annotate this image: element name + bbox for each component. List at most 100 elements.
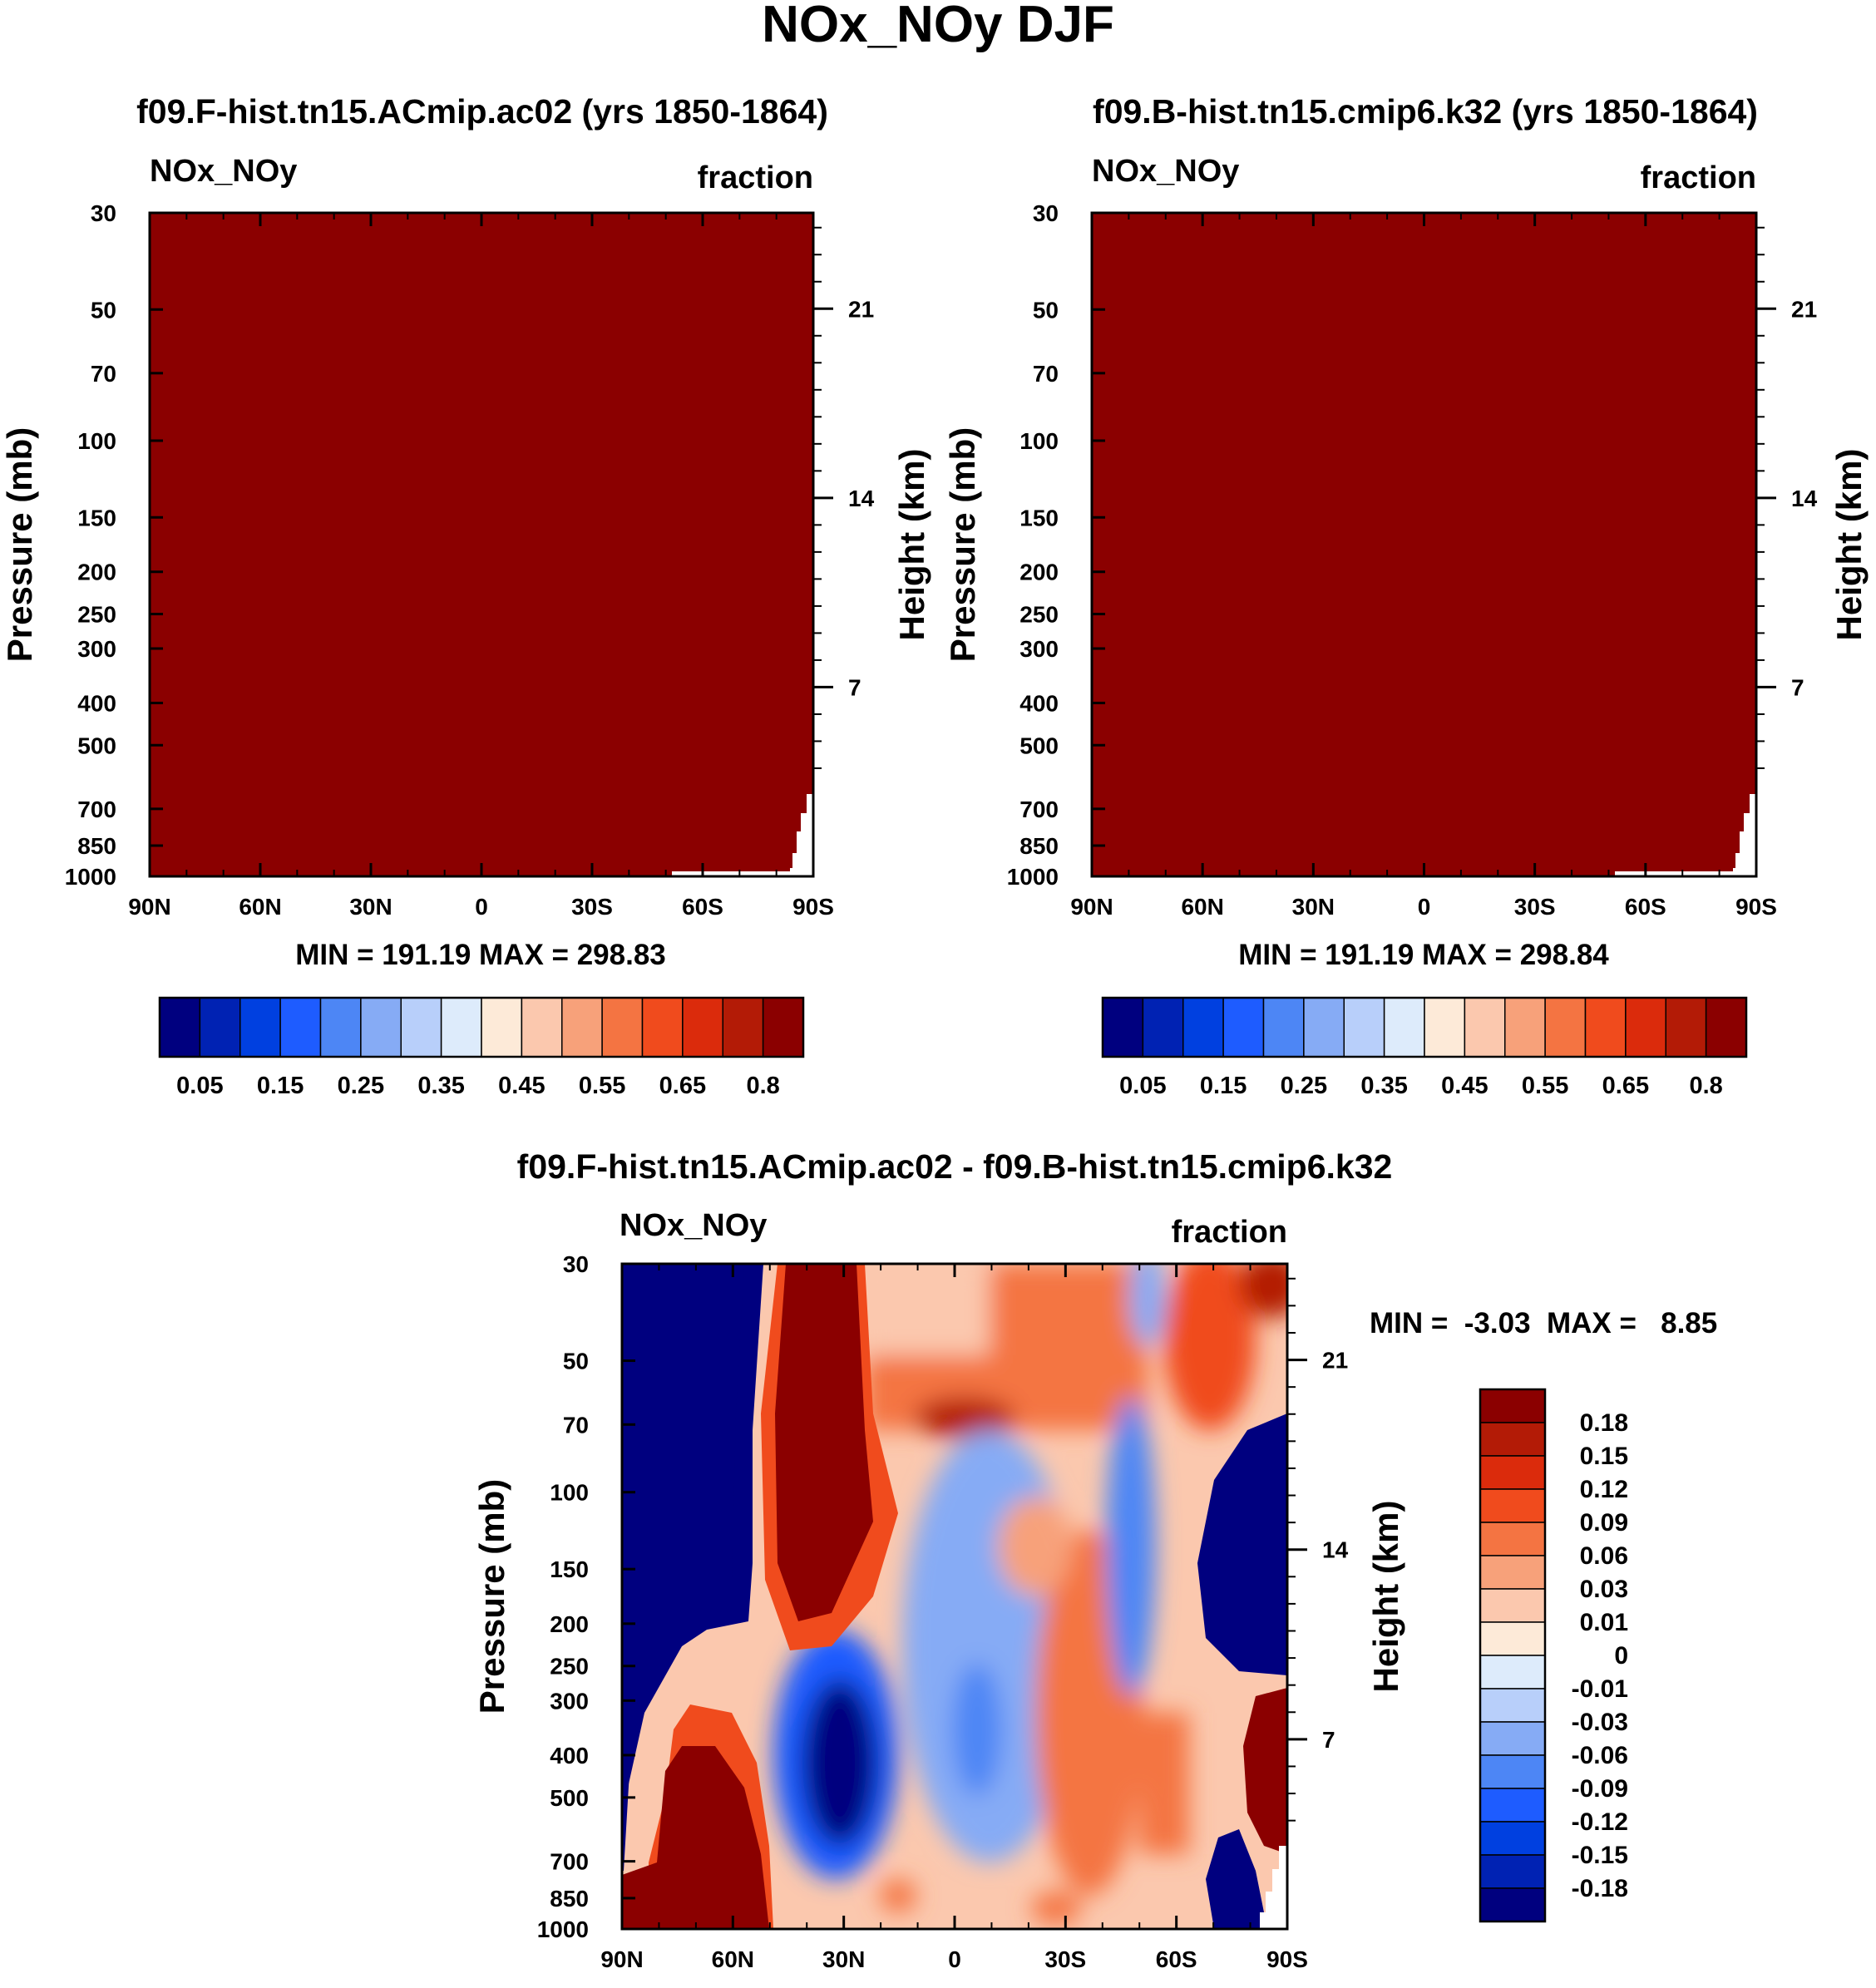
y-tick-label: 300 [1019,636,1059,662]
colorbar-swatch [360,997,402,1058]
colorbar-swatch [1479,1887,1546,1922]
y-tick-label: 250 [550,1654,589,1680]
colorbar-swatch [1303,997,1345,1058]
colorbar-label: -0.12 [1572,1808,1628,1836]
y-tick-label: 850 [77,833,116,859]
panel-diff-stats: MIN = -3.03 MAX = 8.85 [1370,1307,1717,1339]
panel-model-b: f09.B-hist.tn15.cmip6.k32 (yrs 1850-1864… [943,92,1869,1099]
panel-a-missing-region [672,794,813,876]
y2-tick-label: 7 [848,674,861,700]
y-tick-label: 70 [1033,361,1059,387]
colorbar-swatch [239,997,281,1058]
panel-a-colorbar: 0.05 0.15 0.25 0.35 0.45 0.55 0.65 0.8 [158,996,805,1099]
y-tick-label: 700 [1019,797,1059,822]
x-tick-label: 60N [1181,894,1223,920]
panel-diff-axes: 90N 60N 30N 0 30S 60S 90S 30 50 70 100 150 200 250 300… [537,1251,1349,1972]
x-tick-label: 30S [1514,894,1556,920]
colorbar-swatch [1479,1555,1546,1590]
y-tick-label: 200 [550,1611,589,1637]
colorbar-swatch [682,997,723,1058]
colorbar-label: 0.03 [1580,1576,1628,1603]
y2-tick-label: 14 [1322,1537,1349,1563]
y-tick-label: 30 [563,1251,589,1277]
x-tick-label: 90N [600,1946,643,1972]
panel-b-variable-label: NOx_NOy [1092,154,1239,189]
colorbar-label: 0.12 [1580,1476,1628,1503]
panel-a-title: f09.F-hist.tn15.ACmip.ac02 (yrs 1850-186… [136,92,828,131]
y-tick-label: 100 [550,1480,589,1506]
y-tick-label: 500 [77,733,116,758]
panel-diff-field [622,1264,1287,1929]
y2-tick-label: 21 [848,296,874,322]
colorbar-swatch [319,997,362,1058]
colorbar-label: 0.8 [1689,1073,1722,1099]
colorbar-swatch [561,997,603,1058]
colorbar-label: -0.01 [1572,1675,1628,1703]
colorbar-label: 0.18 [1580,1409,1628,1437]
figure-title: NOx_NOy DJF [762,0,1114,53]
colorbar-swatch [762,997,804,1058]
panel-b-axes: 90N 60N 30N 0 30S 60S 90S 30 50 70 100 150 200 250 300… [1007,200,1818,920]
colorbar-swatch [1479,1788,1546,1823]
y-tick-label: 100 [77,428,116,454]
panel-diff-variable-label: NOx_NOy [620,1208,767,1243]
x-tick-label: 60N [239,894,281,920]
y2-tick-label: 14 [848,486,875,511]
colorbar-swatch [722,997,764,1058]
y-tick-label: 50 [563,1349,589,1374]
x-tick-label: 30S [571,894,613,920]
colorbar-swatch [440,997,482,1058]
panel-difference: f09.F-hist.tn15.ACmip.ac02 - f09.B-hist.… [472,1147,1717,1972]
colorbar-label: 0.05 [1119,1073,1166,1099]
x-tick-label: 90S [1266,1946,1308,1972]
y-tick-label: 1000 [537,1916,589,1942]
y-tick-label: 200 [1019,560,1059,585]
colorbar-label: -0.15 [1572,1842,1628,1869]
colorbar-swatch [1182,997,1224,1058]
colorbar-swatch [481,997,523,1058]
x-tick-label: 0 [475,894,488,920]
colorbar-swatch [1222,997,1265,1058]
y-tick-label: 700 [77,797,116,822]
colorbar-label: 0.65 [659,1073,706,1099]
colorbar-swatch [1142,997,1184,1058]
colorbar-swatch [1504,997,1546,1058]
y-tick-label: 150 [77,505,116,530]
panel-a-variable-label: NOx_NOy [150,154,297,189]
colorbar-swatch [641,997,684,1058]
colorbar-swatch [1479,1488,1546,1523]
colorbar-swatch [279,997,322,1058]
x-tick-label: 90S [792,894,834,920]
colorbar-label: 0.15 [257,1073,304,1099]
colorbar-swatch [1479,1854,1546,1889]
y-tick-label: 1000 [1007,864,1059,890]
colorbar-swatch [1625,997,1666,1058]
colorbar-swatch [1479,1455,1546,1490]
colorbar-label: 0.35 [417,1073,464,1099]
colorbar-label: 0.45 [1441,1073,1488,1099]
panel-a-y2-axis-title: Height (km) [892,449,931,641]
y-tick-label: 850 [1019,833,1059,859]
x-tick-label: 0 [1418,894,1431,920]
colorbar-label: 0 [1614,1642,1628,1670]
panel-a-axes: 90N 60N 30N 0 30S 60S 90S 30 50 70 100 150 200 250 300… [65,200,875,920]
colorbar-swatch [1479,1655,1546,1690]
panel-b-y2-axis-title: Height (km) [1829,449,1869,641]
x-tick-label: 60N [712,1946,754,1972]
colorbar-label: 0.65 [1602,1073,1649,1099]
panel-diff-y2-axis-title: Height (km) [1366,1501,1405,1693]
y2-tick-label: 21 [1791,296,1817,322]
x-tick-label: 90S [1735,894,1777,920]
x-tick-label: 0 [948,1946,961,1972]
colorbar-label: 0.8 [746,1073,779,1099]
colorbar-label: 0.15 [1580,1443,1628,1470]
colorbar-swatch [1343,997,1385,1058]
colorbar-swatch [1479,1754,1546,1789]
colorbar-swatch [1479,1588,1546,1623]
colorbar-swatch [400,997,442,1058]
x-tick-label: 60S [1625,894,1666,920]
panel-b-field [1092,213,1756,876]
y-tick-label: 200 [77,560,116,585]
x-tick-label: 30S [1044,1946,1086,1972]
colorbar-swatch [1544,997,1587,1058]
